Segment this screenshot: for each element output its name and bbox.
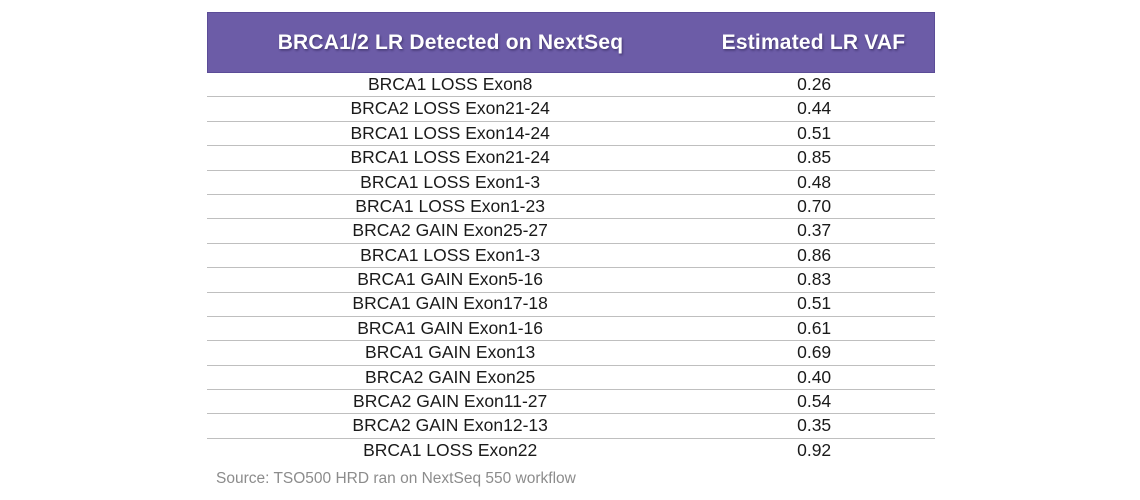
lr-event-cell: BRCA1 LOSS Exon1-23	[355, 195, 545, 216]
table-row: BRCA1 LOSS Exon14-24 0.51	[207, 122, 935, 147]
table-row: BRCA1 GAIN Exon5-16 0.83	[207, 268, 935, 293]
lr-event-cell: BRCA2 GAIN Exon12-13	[352, 415, 548, 436]
lr-event-cell: BRCA1 LOSS Exon14-24	[350, 122, 550, 143]
vaf-value-cell: 0.83	[797, 269, 832, 290]
table-row: BRCA1 GAIN Exon13 0.69	[207, 341, 935, 366]
vaf-value-cell: 0.48	[797, 171, 832, 192]
vaf-value-cell: 0.54	[797, 391, 832, 412]
vaf-value-cell: 0.85	[797, 147, 832, 168]
table-row: BRCA1 LOSS Exon21-24 0.85	[207, 146, 935, 171]
lr-event-cell: BRCA1 GAIN Exon13	[365, 342, 536, 363]
table-row: BRCA1 LOSS Exon8 0.26	[207, 73, 935, 98]
lr-event-cell: BRCA1 GAIN Exon5-16	[357, 269, 544, 290]
vaf-value-cell: 0.51	[797, 293, 832, 314]
table-row: BRCA1 LOSS Exon1-3 0.48	[207, 171, 935, 195]
source-note: Source: TSO500 HRD ran on NextSeq 550 wo…	[216, 470, 576, 487]
table-row: BRCA1 GAIN Exon1-16 0.61	[207, 317, 935, 342]
table-header-row: BRCA1/2 LR Detected on NextSeq Estimated…	[207, 12, 935, 73]
lr-event-cell: BRCA2 GAIN Exon11-27	[353, 391, 548, 412]
lr-event-cell: BRCA2 GAIN Exon25-27	[352, 220, 548, 241]
lr-event-cell: BRCA1 GAIN Exon1-16	[357, 317, 544, 338]
vaf-value-cell: 0.69	[797, 342, 832, 363]
lr-event-cell: BRCA1 LOSS Exon21-24	[350, 147, 550, 168]
lr-event-cell: BRCA2 LOSS Exon21-24	[350, 98, 550, 119]
vaf-value-cell: 0.86	[797, 244, 832, 265]
table-row: BRCA1 GAIN Exon17-18 0.51	[207, 293, 935, 317]
vaf-value-cell: 0.92	[797, 440, 832, 461]
lr-event-cell: BRCA1 LOSS Exon1-3	[360, 171, 541, 192]
column-header-lr-detected: BRCA1/2 LR Detected on NextSeq	[277, 30, 624, 54]
vaf-value-cell: 0.44	[797, 98, 832, 119]
table-row: BRCA2 GAIN Exon25 0.40	[207, 366, 935, 391]
lr-event-cell: BRCA1 GAIN Exon17-18	[352, 293, 548, 314]
table-row: BRCA1 LOSS Exon1-23 0.70	[207, 195, 935, 220]
lr-event-cell: BRCA1 LOSS Exon1-3	[360, 244, 541, 265]
table-row: BRCA1 LOSS Exon22 0.92	[207, 439, 935, 463]
brca-lr-vaf-table: BRCA1/2 LR Detected on NextSeq Estimated…	[207, 12, 935, 463]
vaf-value-cell: 0.37	[797, 220, 832, 241]
table-row: BRCA2 GAIN Exon25-27 0.37	[207, 219, 935, 244]
lr-event-cell: BRCA1 LOSS Exon22	[363, 440, 538, 461]
table-row: BRCA2 LOSS Exon21-24 0.44	[207, 97, 935, 122]
vaf-value-cell: 0.26	[797, 73, 832, 94]
vaf-value-cell: 0.70	[797, 195, 832, 216]
vaf-value-cell: 0.35	[797, 415, 832, 436]
lr-event-cell: BRCA2 GAIN Exon25	[365, 366, 536, 387]
column-header-estimated-vaf: Estimated LR VAF	[721, 30, 906, 54]
vaf-value-cell: 0.40	[797, 366, 832, 387]
table-row: BRCA2 GAIN Exon12-13 0.35	[207, 414, 935, 439]
lr-event-cell: BRCA1 LOSS Exon8	[367, 73, 533, 94]
table-body: BRCA1 LOSS Exon8 0.26 BRCA2 LOSS Exon21-24…	[207, 73, 935, 463]
vaf-value-cell: 0.61	[797, 317, 832, 338]
table-row: BRCA2 GAIN Exon11-27 0.54	[207, 390, 935, 415]
table-row: BRCA1 LOSS Exon1-3 0.86	[207, 244, 935, 269]
vaf-value-cell: 0.51	[797, 122, 832, 143]
